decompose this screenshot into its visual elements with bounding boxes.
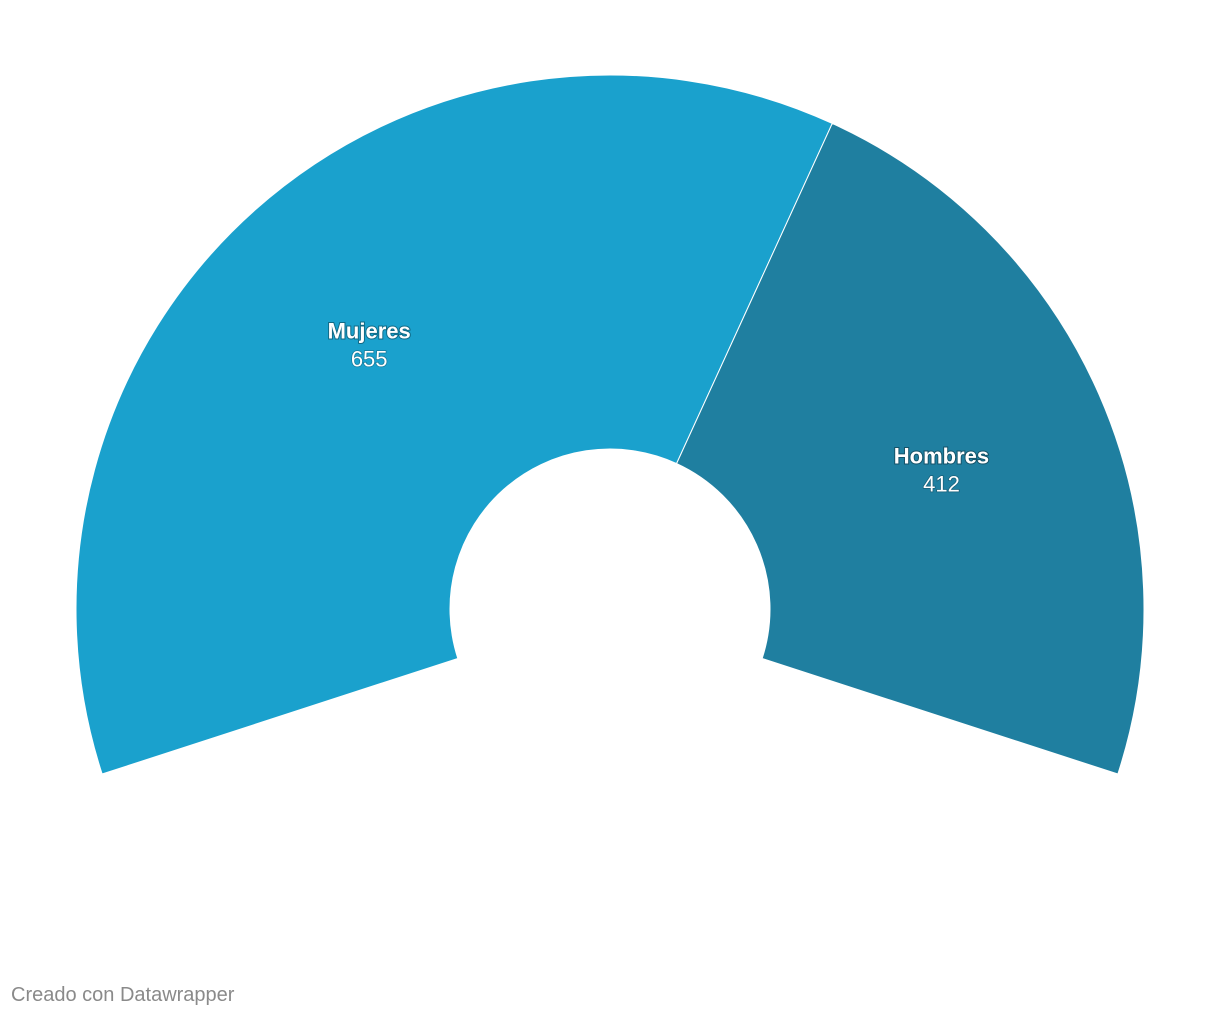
slice-label-mujeres: Mujeres: [328, 319, 411, 344]
slice-hombres[interactable]: [675, 122, 1145, 775]
slice-value-hombres: 412: [923, 471, 960, 496]
slice-value-mujeres: 655: [351, 347, 388, 372]
chart-labels: Mujeres 655 Hombres 412: [327, 318, 991, 498]
footer-credit[interactable]: Creado con Datawrapper: [11, 984, 235, 1006]
slice-label-hombres: Hombres: [894, 443, 989, 468]
slice-mujeres[interactable]: [75, 74, 833, 775]
chart-slices: [75, 74, 1145, 775]
